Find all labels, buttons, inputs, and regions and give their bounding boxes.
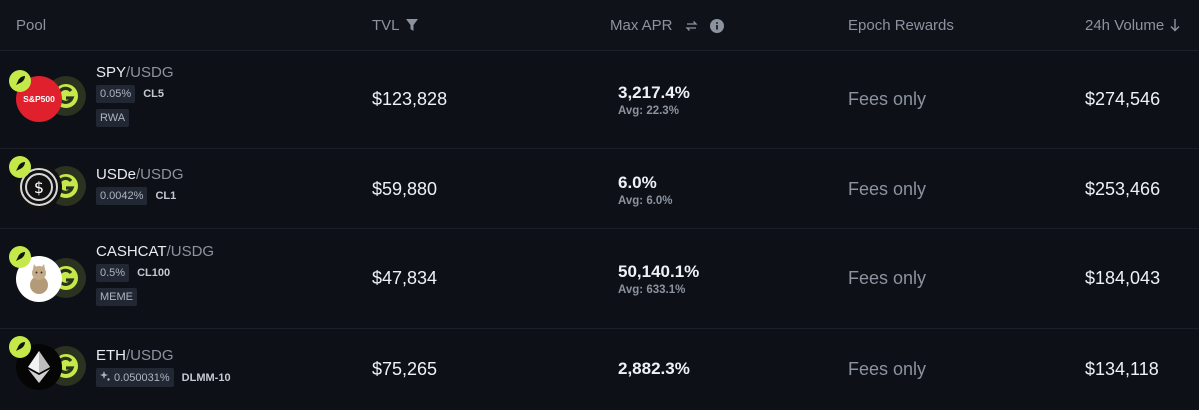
token-pair-icons: S&P500 xyxy=(9,70,92,126)
token-pair-icons xyxy=(9,336,92,392)
header-pool[interactable]: Pool xyxy=(16,17,46,34)
epoch-rewards-value: Fees only xyxy=(848,268,927,288)
fee-value: 0.050031% xyxy=(114,371,170,384)
tvl-value: $75,265 xyxy=(372,359,438,379)
header-24h-volume[interactable]: 24h Volume xyxy=(1085,17,1180,34)
avg-apr-value: Avg: 6.0% xyxy=(618,195,673,207)
base-token: SPY xyxy=(96,64,127,81)
pool-type: CL100 xyxy=(137,267,171,279)
token-pair-icons xyxy=(9,246,92,302)
pool-row-spy[interactable]: S&P500 SPY/USDG 0.05% CL5 RWA $123,828 3… xyxy=(0,50,1199,149)
swap-arrows-icon[interactable] xyxy=(684,20,698,32)
fee-chip: 0.5% xyxy=(96,264,130,282)
pool-row-cashcat[interactable]: CASHCAT/USDG 0.5% CL100 MEME $47,834 50,… xyxy=(0,228,1199,329)
fee-chip: 0.05% xyxy=(96,85,136,103)
quote-token: /USDG xyxy=(166,243,215,260)
pool-info: USDe/USDG 0.0042% CL1 xyxy=(96,166,184,205)
pair-name[interactable]: USDe/USDG xyxy=(96,166,184,183)
spy-token-label: S&P500 xyxy=(23,94,55,104)
pair-name[interactable]: ETH/USDG xyxy=(96,347,231,364)
apr-cell: 2,882.3% xyxy=(618,359,690,379)
pool-info: SPY/USDG 0.05% CL5 RWA xyxy=(96,64,174,127)
header-max-apr[interactable]: Max APR xyxy=(610,17,724,34)
base-token: ETH xyxy=(96,347,126,364)
quote-token: /USDG xyxy=(136,166,184,183)
sparkle-icon xyxy=(100,371,110,384)
quote-token: /USDG xyxy=(126,347,174,364)
tvl-value: $123,828 xyxy=(372,89,448,109)
header-max-apr-label: Max APR xyxy=(610,17,673,34)
avg-apr-value: Avg: 22.3% xyxy=(618,105,679,117)
header-tvl[interactable]: TVL xyxy=(372,17,418,34)
header-epoch-rewards[interactable]: Epoch Rewards xyxy=(848,17,954,34)
apr-cell: 50,140.1% Avg: 633.1% xyxy=(618,262,699,296)
pair-name[interactable]: SPY/USDG xyxy=(96,64,174,81)
fee-chip: 0.050031% xyxy=(96,368,174,387)
svg-text:$: $ xyxy=(34,178,44,197)
apr-cell: 6.0% Avg: 6.0% xyxy=(618,173,673,207)
header-24h-volume-label: 24h Volume xyxy=(1085,17,1165,34)
token-pair-icons: $ xyxy=(9,156,92,212)
max-apr-value: 6.0% xyxy=(618,173,657,192)
base-token: CASHCAT xyxy=(96,243,167,260)
tvl-value: $59,880 xyxy=(372,179,438,199)
rocket-badge-icon xyxy=(9,246,31,268)
avg-apr-value: Avg: 633.1% xyxy=(618,284,686,296)
max-apr-value: 2,882.3% xyxy=(618,359,690,378)
rocket-badge-icon xyxy=(9,336,31,358)
apr-cell: 3,217.4% Avg: 22.3% xyxy=(618,83,690,117)
rocket-badge-icon xyxy=(9,156,31,178)
header-tvl-label: TVL xyxy=(372,17,400,34)
info-icon[interactable] xyxy=(709,18,724,33)
pool-type: CL5 xyxy=(143,88,164,100)
fee-chip: 0.0042% xyxy=(96,187,148,205)
quote-token: /USDG xyxy=(126,64,174,81)
header-epoch-rewards-label: Epoch Rewards xyxy=(848,17,954,34)
eth-token-icon xyxy=(16,344,62,390)
volume-value: $134,118 xyxy=(1085,359,1159,379)
tvl-value: $47,834 xyxy=(372,268,438,288)
epoch-rewards-value: Fees only xyxy=(848,89,927,109)
spy-token-icon: S&P500 xyxy=(16,76,62,122)
max-apr-value: 3,217.4% xyxy=(618,83,690,102)
sort-down-arrow-icon[interactable] xyxy=(1170,19,1180,32)
pool-info: CASHCAT/USDG 0.5% CL100 MEME xyxy=(96,243,214,306)
epoch-rewards-value: Fees only xyxy=(848,359,927,379)
rocket-badge-icon xyxy=(9,70,31,92)
volume-value: $184,043 xyxy=(1085,268,1161,288)
pool-row-eth[interactable]: ETH/USDG 0.050031% DLMM-10 $75,265 2,882… xyxy=(0,328,1199,410)
volume-value: $274,546 xyxy=(1085,89,1161,109)
pair-name[interactable]: CASHCAT/USDG xyxy=(96,243,214,260)
epoch-rewards-value: Fees only xyxy=(848,179,927,199)
pool-info: ETH/USDG 0.050031% DLMM-10 xyxy=(96,347,231,387)
pool-type: DLMM-10 xyxy=(181,371,231,384)
filter-icon[interactable] xyxy=(405,19,418,32)
max-apr-value: 50,140.1% xyxy=(618,262,700,281)
volume-value: $253,466 xyxy=(1085,179,1161,199)
pool-row-usde[interactable]: $ USDe/USDG 0.0042% CL1 $59,880 6.0% Avg… xyxy=(0,148,1199,229)
header-pool-label: Pool xyxy=(16,17,47,34)
category-tag: RWA xyxy=(96,109,130,127)
pool-type: CL1 xyxy=(155,190,177,202)
table-header: Pool TVL Max APR Epoch Rewards 24h Volum… xyxy=(0,0,1199,51)
category-tag: MEME xyxy=(96,288,137,306)
base-token: USDe xyxy=(96,166,137,183)
